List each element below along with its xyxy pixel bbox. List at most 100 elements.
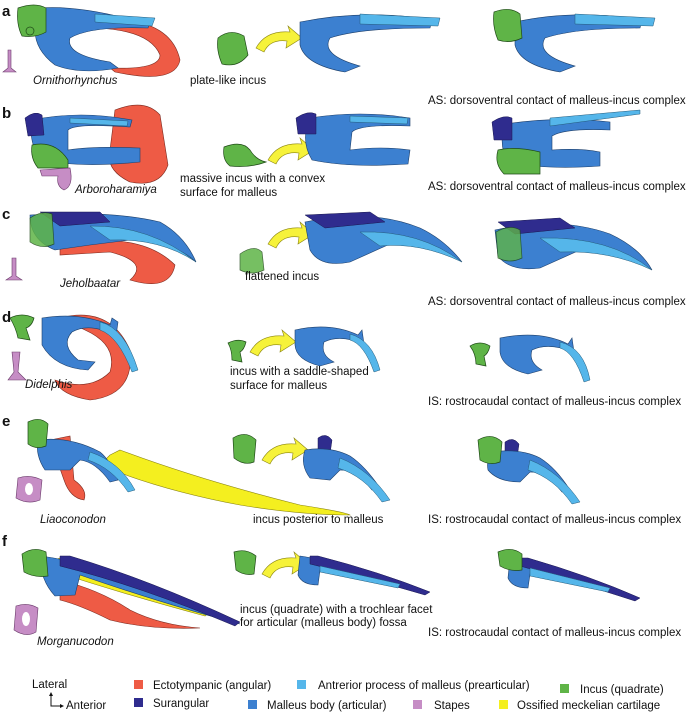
incus-shape <box>497 549 523 571</box>
stapes-shape <box>39 167 72 191</box>
incus-note: incus (quadrate) with a trochlear facet <box>240 604 433 616</box>
stapes-shape <box>5 257 23 281</box>
malleus-body-shape <box>41 315 119 371</box>
arrow-icon <box>255 25 303 53</box>
panel-d: d Didelphis incus with a saddle-shaped s… <box>2 309 681 408</box>
incus-shape <box>496 148 541 175</box>
legend-label: Incus (quadrate) <box>580 684 664 696</box>
incus-note: surface for malleus <box>180 187 277 199</box>
anterior-process-shape <box>89 225 197 263</box>
anterior-process <box>94 13 156 27</box>
surangular-shape <box>39 211 111 227</box>
contact-caption: IS: rostrocaudal contact of malleus-incu… <box>428 627 681 639</box>
anterior-process-shape <box>359 13 441 27</box>
taxon-name: Didelphis <box>25 379 73 391</box>
anterior-process-shape <box>337 457 391 503</box>
contact-caption: IS: rostrocaudal contact of malleus-incu… <box>428 514 681 526</box>
panel-a: a Ornithorhynchus plate-like incus AS: d… <box>2 3 686 107</box>
surangular-shape <box>304 211 386 229</box>
legend-label: Ectotympanic (angular) <box>153 680 271 692</box>
ectotympanic-shape <box>59 579 201 629</box>
incus-shape <box>21 549 49 577</box>
incus <box>17 4 47 37</box>
incus-note: plate-like incus <box>190 75 266 87</box>
incus-shape <box>477 436 503 464</box>
incus-note: flattened incus <box>245 271 319 283</box>
taxon-name: Morganucodon <box>37 636 114 648</box>
contact-caption: AS: dorsoventral contact of malleus-incu… <box>428 95 686 107</box>
malleus-body-shape <box>305 113 411 166</box>
incus-shape <box>239 248 265 274</box>
legend-label: Malleus body (articular) <box>267 700 387 712</box>
taxon-name: Jeholbaatar <box>59 278 121 290</box>
malleus-body-shape <box>499 334 575 375</box>
anterior-process-shape <box>574 13 656 27</box>
anterior-process-shape <box>559 341 591 383</box>
anterior-process-shape <box>529 567 611 593</box>
anterior-process-shape <box>349 115 409 125</box>
incus-shape <box>223 143 268 167</box>
incus-shape <box>233 550 257 575</box>
panel-b: b Arboroharamiya massive incus with a co… <box>2 104 686 199</box>
arrow-icon <box>249 329 297 357</box>
incus-note: for articular (malleus body) fossa <box>240 617 407 629</box>
legend-swatch <box>499 700 508 709</box>
axis-arrow-icon <box>50 693 63 707</box>
panel-letter: b <box>2 105 11 122</box>
incus-shape <box>493 9 523 42</box>
stapes <box>2 49 17 73</box>
incus-note: surface for malleus <box>230 380 327 392</box>
incus-shape <box>25 26 35 36</box>
orientation-indicator: Lateral Anterior <box>32 679 106 712</box>
taxon-name: Arboroharamiya <box>74 184 157 196</box>
surangular-shape <box>24 112 45 137</box>
legend-swatch <box>248 700 257 709</box>
panel-c: c Jeholbaatar flattened incus AS: dorsov… <box>2 206 686 308</box>
anterior-process-shape <box>527 459 581 505</box>
legend-swatch <box>134 698 143 707</box>
incus-shape <box>217 32 249 66</box>
anterior-process-shape <box>99 321 139 373</box>
panel-e: e Liaoconodon incus posterior to malleus… <box>2 413 681 526</box>
incus-note: massive incus with a convex <box>180 173 325 185</box>
incus-shape <box>469 342 491 367</box>
anterior-label: Anterior <box>66 700 106 712</box>
surangular-shape <box>519 557 641 602</box>
anterior-process-shape <box>549 109 641 127</box>
incus-note: incus posterior to malleus <box>253 514 384 526</box>
legend-label: Stapes <box>434 700 470 712</box>
taxon-name: Liaoconodon <box>40 514 106 526</box>
legend-label: Ossified meckelian cartilage <box>517 700 660 712</box>
legend-swatch <box>297 680 306 689</box>
legend-label: Antrerior process of malleus (prearticul… <box>318 680 530 692</box>
malleus-body-shape <box>294 326 365 367</box>
panel-letter: e <box>2 413 10 430</box>
anterior-process-shape <box>319 565 401 589</box>
panel-f: f Morganucodon incus (quadrate) with a t… <box>2 533 681 648</box>
anterior-process-shape <box>539 237 653 271</box>
surangular-shape <box>491 116 513 141</box>
contact-caption: AS: dorsoventral contact of malleus-incu… <box>428 181 686 193</box>
contact-caption: IS: rostrocaudal contact of malleus-incu… <box>428 396 681 408</box>
stapes-shape <box>7 351 27 381</box>
legend-label: Surangular <box>153 698 209 710</box>
incus-shape <box>227 339 247 363</box>
incus-shape <box>495 227 523 262</box>
incus-shape <box>29 212 55 247</box>
malleus-body-shape <box>37 438 119 483</box>
legend-swatch <box>560 684 569 693</box>
legend-swatch <box>413 700 422 709</box>
meckelian-cartilage-shape <box>99 449 352 516</box>
panel-letter: f <box>2 533 8 550</box>
panel-letter: c <box>2 206 10 223</box>
panel-letter: d <box>2 309 11 326</box>
taxon-name: Ornithorhynchus <box>33 75 118 87</box>
anterior-process-shape <box>87 451 136 493</box>
ectotympanic-shape <box>108 104 169 184</box>
anterior-process-shape <box>359 231 463 263</box>
surangular-shape <box>309 555 431 596</box>
contact-caption: AS: dorsoventral contact of malleus-incu… <box>428 296 686 308</box>
surangular-shape <box>295 112 317 135</box>
lateral-label: Lateral <box>32 679 67 691</box>
panel-letter: a <box>2 3 11 20</box>
